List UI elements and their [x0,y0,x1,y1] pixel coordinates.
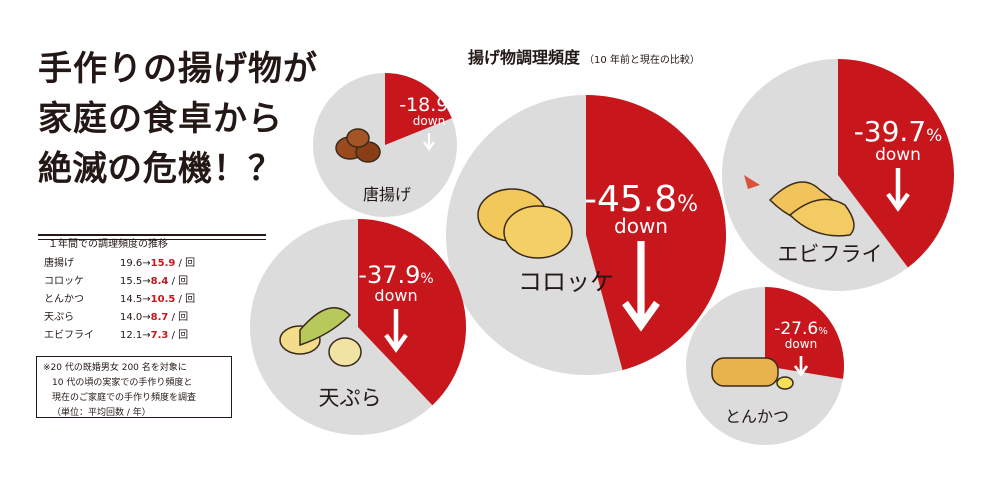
shrimp-tail-icon [744,175,760,189]
headline-line-1: 手作りの揚げ物が [38,49,318,89]
frequency-table: １年間での調理頻度の推移 唐揚げ 19.6→15.9 / 回 コロッケ 15.5→8… [44,235,195,345]
row-after: 10.5 [150,294,176,305]
karaage-illustration [346,128,370,148]
down-arrow-head [793,365,809,377]
pie-food-label: とんかつ [725,407,789,426]
chart-title: 揚げ物調理頻度 （10 年前と現在の比較） [468,44,700,68]
percent-sign: % [677,192,698,217]
down-arrow-head [423,141,435,151]
row-unit: / 回 [178,294,196,305]
row-name: とんかつ [44,294,84,305]
down-arrow-head [622,300,660,332]
row-after: 8.7 [150,312,169,323]
table-row: とんかつ 14.5→10.5 / 回 [44,291,195,309]
pie-decline-slice [385,73,452,145]
table-row: エビフライ 12.1→7.3 / 回 [44,327,195,345]
korokke-illustration [503,205,573,259]
row-unit: / 回 [171,330,189,341]
row-unit: / 回 [171,312,189,323]
pie-percent-label: -18.9% [399,94,459,116]
emphasis-dots: ・・ [68,155,140,171]
note-line-4: （単位：平均回数 / 年） [52,408,151,418]
down-arrow-head [886,192,910,212]
headline-underline [38,234,266,236]
pie-decline-slice [586,95,726,371]
down-arrow-head [384,333,408,353]
table-row: 唐揚げ 19.6→15.9 / 回 [44,255,195,273]
row-name: エビフライ [44,330,94,341]
headline-line-2: 家庭の食卓から [38,99,283,139]
row-after: 15.9 [150,258,176,269]
row-before: 14.0 [120,312,143,323]
pie-food-label: 唐揚げ [363,185,411,204]
pie-down-label: down [614,214,668,238]
pie-percent-label: -27.6% [774,319,828,339]
percent-sign: % [420,271,433,287]
row-after: 7.3 [150,330,169,341]
pie-down-label: down [413,114,445,128]
chart-title-main: 揚げ物調理頻度 [468,48,581,67]
row-before: 15.5 [120,276,143,287]
table-caption: １年間での調理頻度の推移 [48,239,168,250]
headline-line-3: ・・ 絶滅の危機！？ [38,144,338,194]
row-unit: / 回 [178,258,196,269]
row-before: 19.6 [120,258,143,269]
table-row: コロッケ 15.5→8.4 / 回 [44,273,195,291]
survey-note: ※20 代の既婚男女 200 名を対象に 10 代の頃の実家での手作り頻度と 現… [36,356,232,418]
pie-1: -18.9%down 唐揚げ [313,73,459,217]
percent-sign: % [926,126,942,146]
pie-decline-slice [838,59,954,268]
pie-decline-slice [358,219,466,406]
percent-sign: % [818,326,828,337]
row-name: 唐揚げ [44,258,74,269]
note-line-3: 現在のご家庭での手作り頻度を調査 [52,393,197,403]
pie-decline-slice [765,287,845,379]
row-name: コロッケ [44,276,84,287]
note-line-2: 10 代の頃の実家での手作り頻度と [52,378,193,388]
row-before: 14.5 [120,294,143,305]
pie-down-label: down [374,286,417,305]
table-row: 天ぷら 14.0→8.7 / 回 [44,309,195,327]
chart-title-sub: （10 年前と現在の比較） [584,55,700,66]
pie-food-label: コロッケ [518,268,614,296]
percent-sign: % [448,101,458,114]
leaf-tempura-illustration [299,307,352,347]
headline: 手作りの揚げ物が 家庭の食卓から ・・ 絶滅の危機！？ [38,44,338,240]
row-unit: / 回 [171,276,189,287]
row-before: 12.1 [120,330,143,341]
headline-line-3-text: 絶滅の危機！？ [38,149,283,189]
pie-down-label: down [785,337,817,351]
row-after: 8.4 [150,276,169,287]
pie-food-label: 天ぷら [319,386,382,410]
tonkatsu-illustration [711,357,779,387]
note-line-1: ※20 代の既婚男女 200 名を対象に [43,363,187,373]
lotus-tempura-illustration [328,337,362,367]
lemon-illustration [776,376,794,390]
ebi-fry-illustration [788,198,855,237]
pie-food-label: エビフライ [778,242,883,266]
headline-underline-thin [38,239,266,240]
row-name: 天ぷら [44,312,74,323]
pie-down-label: down [875,145,921,165]
